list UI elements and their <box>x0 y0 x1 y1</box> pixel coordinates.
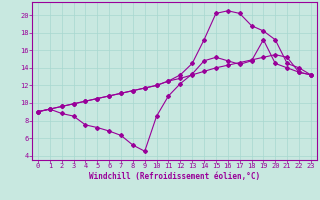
X-axis label: Windchill (Refroidissement éolien,°C): Windchill (Refroidissement éolien,°C) <box>89 172 260 181</box>
